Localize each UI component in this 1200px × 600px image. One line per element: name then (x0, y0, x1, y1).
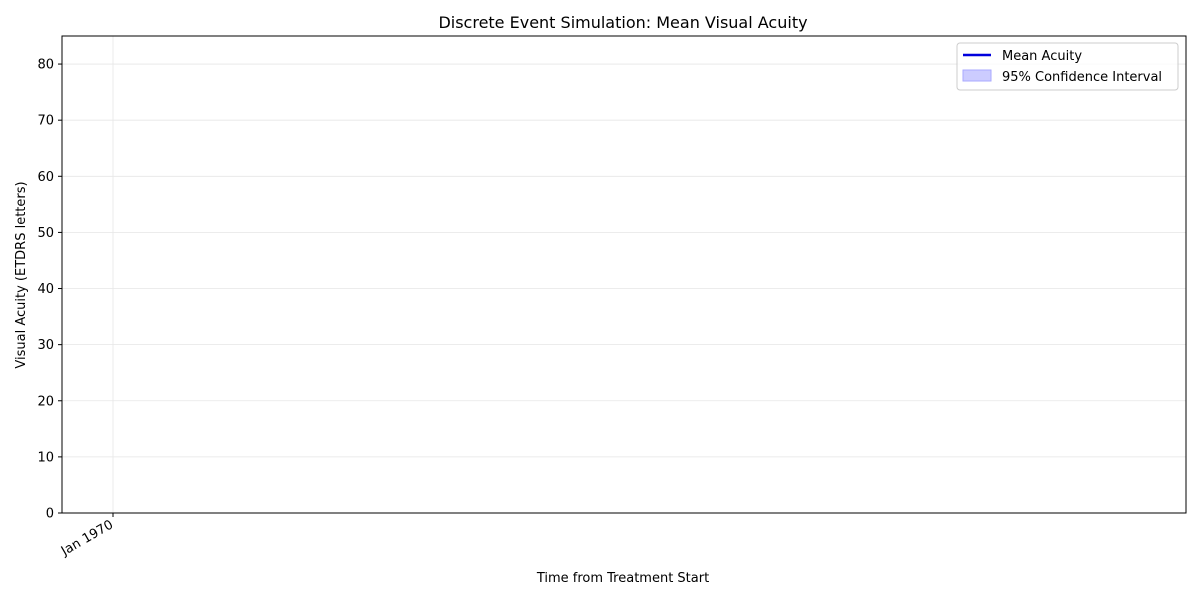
x-tick-label: Jan 1970 (58, 517, 116, 559)
chart-title: Discrete Event Simulation: Mean Visual A… (438, 13, 807, 32)
y-axis-label: Visual Acuity (ETDRS letters) (14, 181, 29, 368)
y-tick-label: 40 (37, 282, 54, 297)
legend-ci-label: 95% Confidence Interval (1002, 70, 1162, 85)
y-tick-label: 60 (37, 170, 54, 185)
x-axis: Jan 1970 (58, 513, 116, 560)
y-tick-label: 10 (37, 450, 54, 465)
y-tick-label: 50 (37, 226, 54, 241)
y-tick-label: 30 (37, 338, 54, 353)
legend-ci-swatch (962, 69, 992, 82)
legend: Mean Acuity 95% Confidence Interval (956, 42, 1179, 91)
plot-area (61, 35, 1187, 514)
grid-lines (62, 36, 1186, 514)
legend-box (956, 42, 1179, 91)
y-tick-label: 20 (37, 394, 54, 409)
y-tick-label: 0 (46, 507, 54, 522)
y-tick-label: 80 (37, 58, 54, 73)
legend-mean-acuity-label: Mean Acuity (1002, 49, 1082, 64)
y-axis: 0 10 20 30 40 50 60 70 80 (37, 58, 62, 522)
y-tick-label: 70 (37, 114, 54, 129)
x-axis-label: Time from Treatment Start (536, 571, 709, 586)
